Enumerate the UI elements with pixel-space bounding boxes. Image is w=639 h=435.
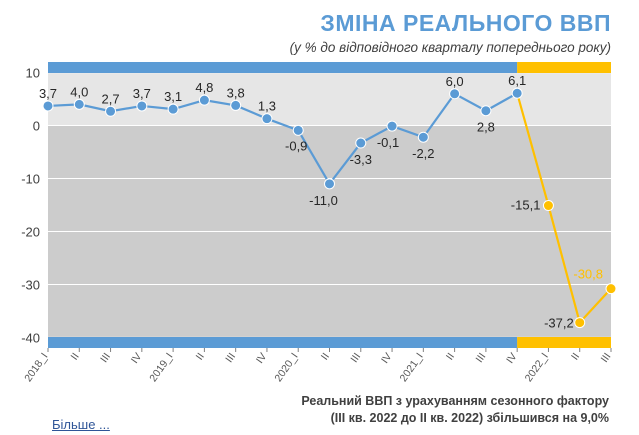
x-tick-label: 2019_I [147, 351, 175, 384]
y-tick-label: 0 [33, 119, 40, 134]
data-label: -2,2 [412, 146, 434, 161]
data-point [105, 105, 117, 117]
x-tick-label: II [569, 351, 582, 363]
x-tick-label: IV [379, 351, 395, 366]
data-point [73, 98, 85, 110]
data-label: -0,1 [377, 135, 399, 150]
data-label: 1,3 [258, 99, 276, 114]
more-link[interactable]: Більше ... [52, 417, 110, 432]
data-point [198, 94, 210, 106]
x-tick-label: III [599, 351, 614, 365]
data-point [167, 103, 179, 115]
x-tick-label: III [348, 351, 363, 365]
data-point [386, 120, 398, 132]
data-point [136, 100, 148, 112]
data-label: 6,1 [508, 73, 526, 88]
data-point [574, 317, 586, 329]
data-label: -15,1 [511, 198, 541, 213]
data-point [449, 88, 461, 100]
plot-bg-negative [48, 125, 611, 348]
band-top-orange [517, 62, 611, 73]
x-tick-label: 2020_I [272, 351, 300, 384]
x-tick-label: II [194, 351, 207, 363]
x-tick-label: II [444, 351, 457, 363]
x-tick-label: 2018_I [22, 351, 50, 384]
data-point [261, 113, 273, 125]
data-point [511, 87, 523, 99]
x-tick-label: III [223, 351, 238, 365]
x-tick-label: III [473, 351, 488, 365]
data-label: -37,2 [544, 316, 574, 331]
data-label: 3,7 [39, 86, 57, 101]
data-point [417, 131, 429, 143]
data-label: 4,8 [195, 80, 213, 95]
y-tick-label: 10 [26, 66, 40, 81]
x-tick-label: II [69, 351, 82, 363]
x-tick-label: IV [254, 351, 270, 366]
data-point [230, 99, 242, 111]
data-label: 3,8 [227, 85, 245, 100]
band-bottom-orange [517, 337, 611, 348]
data-label: 6,0 [446, 74, 464, 89]
chart-title: ЗМІНА РЕАЛЬНОГО ВВП [320, 10, 611, 36]
data-label: 4,0 [70, 84, 88, 99]
x-tick-label: IV [129, 351, 145, 366]
footnote-line-1: Реальний ВВП з урахуванням сезонного фак… [301, 394, 609, 408]
x-tick-label: III [98, 351, 113, 365]
x-tick-label: 2021_I [398, 351, 426, 384]
x-tick-label: II [319, 351, 332, 363]
series-line-orange [516, 92, 612, 325]
data-label: -0,9 [285, 138, 307, 153]
data-point [605, 283, 617, 295]
data-point [355, 137, 367, 149]
data-label: 3,7 [133, 86, 151, 101]
footnote-line-2: (ІІІ кв. 2022 до ІІ кв. 2022) збільшився… [330, 411, 609, 425]
band-bottom-blue [48, 337, 518, 348]
y-tick-label: -10 [21, 172, 40, 187]
series-line-blue [47, 92, 518, 186]
data-point [542, 200, 554, 212]
y-tick-label: -40 [21, 330, 40, 345]
data-label: 2,8 [477, 120, 495, 135]
data-label: 2,7 [102, 91, 120, 106]
chart-subtitle: (у % до відповідного кварталу попередньо… [289, 40, 611, 55]
footnote: Реальний ВВП з урахуванням сезонного фак… [301, 393, 609, 427]
x-tick-label: IV [504, 351, 520, 366]
y-tick-label: -20 [21, 224, 40, 239]
data-label: -30,8 [573, 267, 603, 282]
data-point [292, 124, 304, 136]
y-tick-label: -30 [21, 277, 40, 292]
x-tick-label: 2022_I [523, 351, 551, 384]
data-point [480, 105, 492, 117]
data-point [42, 100, 54, 112]
data-point [324, 178, 335, 190]
data-label: -3,3 [350, 152, 372, 167]
data-label: 3,1 [164, 89, 182, 104]
data-label: -11,0 [309, 193, 338, 208]
band-top-blue [48, 62, 518, 73]
